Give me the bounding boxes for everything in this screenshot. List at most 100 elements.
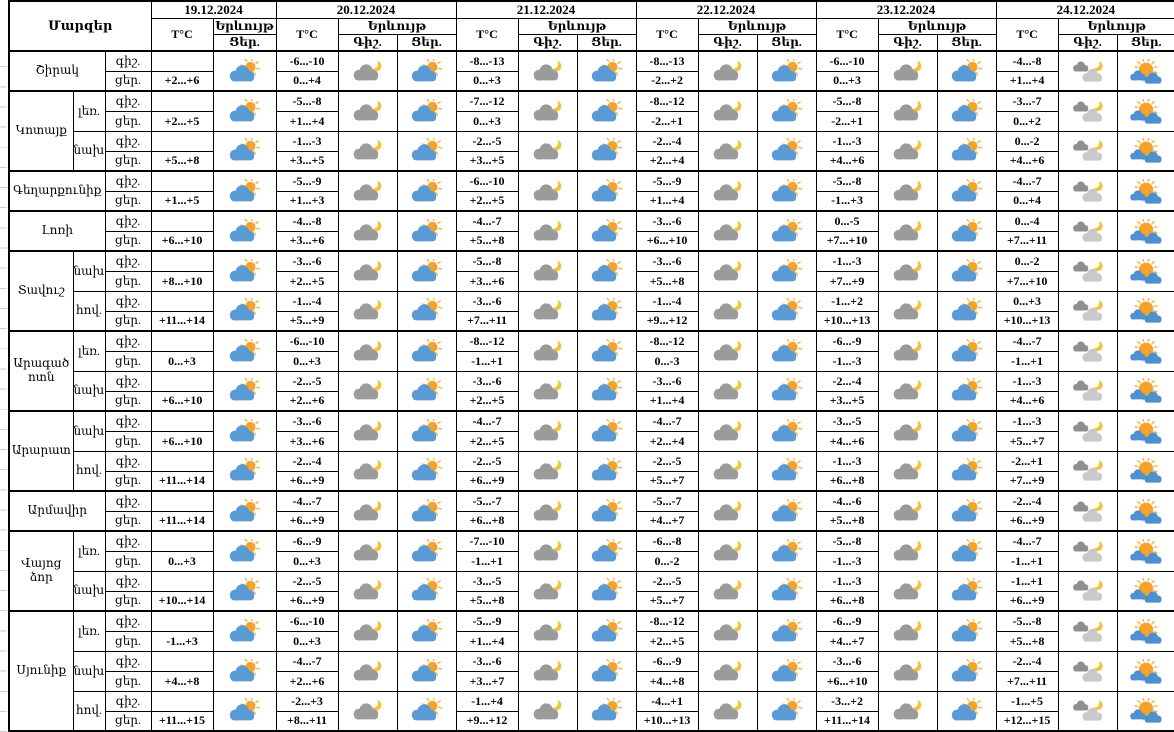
sun-behind-cloud-icon bbox=[411, 458, 442, 481]
weather-icon-cell bbox=[697, 690, 758, 732]
weather-icon-cell bbox=[576, 530, 637, 572]
weather-icon-cell bbox=[877, 130, 938, 172]
weather-icon-cell bbox=[936, 250, 997, 292]
weather-icon-cell bbox=[517, 410, 578, 452]
temp-cell-day: +3...+7 bbox=[455, 670, 519, 692]
temp-cell-night: -7...-12 bbox=[455, 90, 519, 112]
temp-cell-day: +6...+10 bbox=[150, 230, 214, 252]
cloud-with-moon-icon bbox=[713, 258, 741, 281]
cloud-with-moon-icon bbox=[893, 138, 921, 160]
weather-icon-cell bbox=[697, 210, 758, 252]
table-row: Արմավիր գիշ. -4...-7 -5...-7 -5...-7 -4...-6 -… bbox=[8, 490, 1174, 532]
weather-icon-cell bbox=[1116, 690, 1174, 732]
temp-cell-night: -5...-8 bbox=[815, 90, 879, 112]
weather-icon-cell bbox=[756, 690, 817, 732]
table-row: ցեր. 0...+3 0...+3 -1...+1 0...-2 -1...-3 -1..… bbox=[9, 550, 1174, 572]
cloud-with-moon-icon bbox=[713, 58, 741, 80]
temp-cell-day: +9...+12 bbox=[455, 710, 519, 732]
sun-behind-cloud-icon bbox=[411, 618, 442, 642]
cloud-with-moon-icon bbox=[533, 578, 561, 600]
weather-icon-cell bbox=[576, 90, 637, 132]
table-row: ցեր. +11...+15 +8...+11 +9...+12 +10...+13 +1… bbox=[9, 710, 1174, 732]
temp-cell-day: +10...+13 bbox=[635, 710, 699, 732]
temp-cell-day: +2...+5 bbox=[455, 430, 519, 452]
weather-icon-cell bbox=[517, 370, 578, 412]
temp-cell-night: 0...+3 bbox=[995, 290, 1059, 312]
temp-cell-day: +3...+6 bbox=[275, 430, 339, 452]
sun-behind-cloud-icon bbox=[771, 218, 802, 241]
weather-icon-cell bbox=[1057, 250, 1118, 292]
temp-cell-night: 0...-2 bbox=[995, 130, 1059, 152]
cloud-with-moon-icon bbox=[893, 98, 921, 121]
weather-icon-cell bbox=[756, 650, 817, 692]
night-row-label: գիշ. bbox=[104, 690, 152, 712]
cloud-with-moon-icon bbox=[353, 418, 381, 441]
temp-cell-night bbox=[150, 690, 214, 712]
weather-icon-cell bbox=[1057, 690, 1118, 732]
clouds-with-moon-icon bbox=[1072, 138, 1103, 161]
temp-cell-night: -2...-4 bbox=[995, 490, 1059, 512]
day-column-header: Ցեր. bbox=[212, 34, 277, 52]
table-row: ցեր. 0...+3 0...+3 -1...+1 0...-3 -1...-3 -1..… bbox=[9, 350, 1174, 372]
cloud-with-moon-icon bbox=[533, 658, 561, 680]
day-row-label: ցեր. bbox=[104, 710, 152, 732]
weather-icon-cell bbox=[936, 410, 997, 452]
zone-label: նախ. bbox=[72, 650, 106, 692]
temp-cell-day: 0...+4 bbox=[275, 70, 339, 92]
sun-behind-cloud-icon bbox=[771, 498, 802, 521]
sun-behind-cloud-icon bbox=[591, 298, 622, 321]
cloud-with-moon-icon bbox=[533, 258, 561, 281]
sun-behind-cloud-icon bbox=[771, 138, 802, 161]
temp-cell-day: +7...+11 bbox=[995, 670, 1059, 692]
weather-icon-cell bbox=[396, 50, 457, 92]
temp-cell-day: +4...+6 bbox=[815, 150, 879, 172]
night-row-label: գիշ. bbox=[104, 370, 152, 392]
sun-behind-cloud-icon bbox=[591, 658, 622, 681]
weather-icon-cell bbox=[756, 50, 817, 92]
temp-cell-day: +11...+14 bbox=[815, 710, 879, 732]
sun-behind-cloud-icon bbox=[591, 178, 622, 201]
temp-cell-night: -4...-8 bbox=[275, 210, 339, 232]
weather-icon-cell bbox=[396, 130, 457, 172]
temp-cell-night bbox=[150, 410, 214, 432]
phenomenon-column-header: Երևույթ bbox=[877, 18, 997, 35]
sun-behind-cloud-icon bbox=[591, 98, 622, 122]
temp-cell-night: -4...-7 bbox=[275, 490, 339, 512]
table-row: ցեր. +5...+8 +3...+5 +3...+5 +2...+4 +4...+6 +… bbox=[9, 150, 1174, 172]
sun-behind-cloud-icon bbox=[229, 298, 260, 321]
weather-icon-cell bbox=[877, 690, 938, 732]
weather-icon-cell bbox=[337, 130, 398, 172]
temp-cell-night: -2...-5 bbox=[275, 370, 339, 392]
cloud-with-moon-icon bbox=[893, 378, 921, 400]
weather-icon-cell bbox=[1116, 170, 1174, 212]
date-header: 24.12.2024 bbox=[995, 0, 1174, 19]
table-row: հով. գիշ. -1...-4 -3...-6 -1...-4 -1...+2 0...… bbox=[9, 290, 1174, 332]
weather-icon-cell bbox=[517, 210, 578, 252]
temp-cell-day: 0...+3 bbox=[455, 110, 519, 132]
temp-cell-day: +6...+10 bbox=[150, 390, 214, 412]
zone-label: հով. bbox=[72, 690, 106, 732]
cloud-with-moon-icon bbox=[893, 578, 921, 600]
weather-icon-cell bbox=[517, 490, 578, 532]
weather-icon-cell bbox=[697, 170, 758, 212]
weather-icon-cell bbox=[576, 170, 637, 212]
weather-icon-cell bbox=[1057, 490, 1118, 532]
temp-cell-night: -1...-3 bbox=[815, 130, 879, 152]
weather-icon-cell bbox=[756, 130, 817, 172]
weather-icon-cell bbox=[337, 330, 398, 372]
night-row-label: գիշ. bbox=[104, 170, 152, 192]
temp-cell-night: -6...-10 bbox=[815, 50, 879, 72]
temp-cell-day: +4...+7 bbox=[815, 630, 879, 652]
temp-cell-night: -2...-4 bbox=[635, 130, 699, 152]
sun-behind-cloud-icon bbox=[411, 498, 442, 521]
zone-label: նախ. bbox=[72, 250, 106, 292]
weather-icon-cell bbox=[1057, 410, 1118, 452]
night-row-label: գիշ. bbox=[104, 410, 152, 432]
sun-with-clouds-icon bbox=[1130, 698, 1162, 723]
weather-icon-cell bbox=[1116, 250, 1174, 292]
phenomenon-column-header: Երևույթ bbox=[337, 18, 457, 35]
sun-with-clouds-icon bbox=[1130, 458, 1162, 483]
sun-behind-cloud-icon bbox=[771, 698, 802, 721]
weather-icon-cell bbox=[212, 530, 277, 572]
temp-cell-day: +4...+6 bbox=[995, 150, 1059, 172]
